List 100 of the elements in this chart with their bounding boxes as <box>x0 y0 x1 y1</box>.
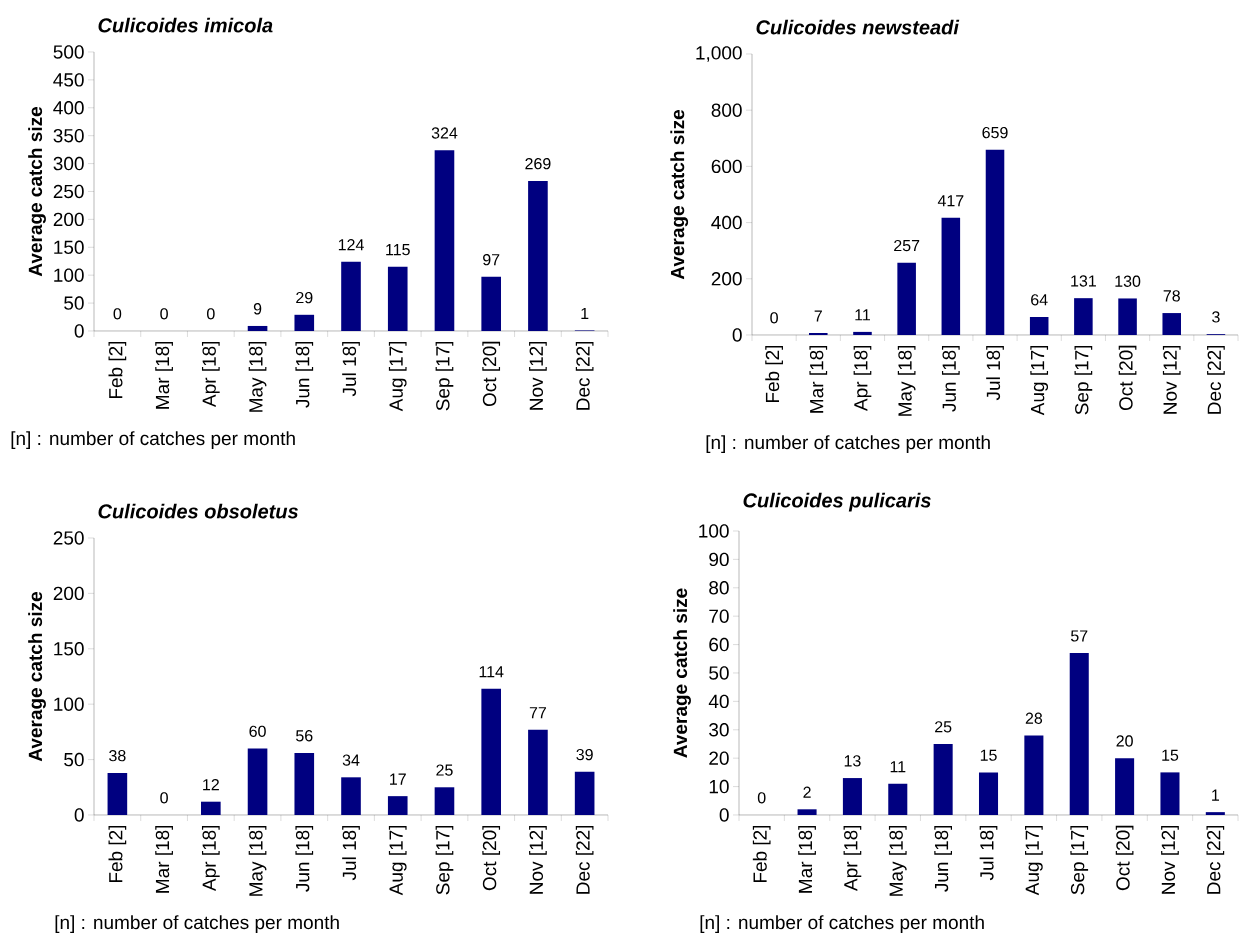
bar <box>294 314 315 331</box>
x-tick-label: Oct [20] <box>1118 345 1137 411</box>
x-tick-label: Sep [17] <box>1070 825 1089 895</box>
y-tick-label: 350 <box>53 128 84 143</box>
y-tick-label: 50 <box>64 296 84 310</box>
y-tick-label: 200 <box>53 586 84 601</box>
bar <box>1029 317 1049 335</box>
data-label: 12 <box>203 779 219 791</box>
text: [n] : number of catches per month <box>55 915 339 933</box>
y-tick-label: 100 <box>54 268 84 282</box>
x-tick-label: Dec [22] <box>575 825 594 894</box>
x-tick-label: Jun [18] <box>941 345 960 412</box>
y-axis-title: Average catch size <box>28 106 46 277</box>
data-label: 115 <box>386 244 410 256</box>
data-label: 114 <box>479 666 504 678</box>
data-label: 124 <box>338 239 364 251</box>
bar <box>985 149 1005 335</box>
bar <box>387 796 408 815</box>
data-label: 28 <box>1025 712 1043 724</box>
bar <box>387 266 408 331</box>
y-tick-label: 0 <box>719 808 729 822</box>
x-tick-label: Mar [18] <box>809 345 828 413</box>
x-tick-label: Dec [22] <box>1207 345 1225 414</box>
x-tick-label: Mar [18] <box>155 825 173 893</box>
bar <box>1205 812 1225 815</box>
bar <box>481 688 502 815</box>
x-tick-label: Aug [17] <box>388 825 407 896</box>
x-tick-label: Feb [2] <box>108 825 127 883</box>
data-label: 324 <box>431 127 458 139</box>
y-tick-label: 80 <box>709 581 729 595</box>
bar <box>888 783 908 815</box>
y-tick-label: 250 <box>53 184 84 199</box>
data-label: 0 <box>757 792 766 804</box>
bar <box>294 752 315 815</box>
x-tick-label: Apr [18] <box>843 825 862 892</box>
y-axis-title: Average catch size <box>28 591 46 762</box>
data-label: 15 <box>1162 749 1179 761</box>
text: [n] : number of catches per month <box>706 435 990 453</box>
data-label: 39 <box>576 748 593 761</box>
x-tick-label: May [18] <box>897 345 916 416</box>
x-tick-label: Jun [18] <box>295 825 314 892</box>
x-tick-label: May [18] <box>248 825 267 896</box>
x-tick-label: Nov [12] <box>529 825 547 894</box>
bar <box>1162 313 1182 335</box>
data-label: 25 <box>436 764 453 776</box>
y-tick-label: 50 <box>709 666 729 680</box>
bar <box>434 787 455 815</box>
data-label: 13 <box>844 755 861 767</box>
bar <box>341 777 361 815</box>
chart-title: Culicoides imicola <box>98 17 273 33</box>
y-axis-title: Average catch size <box>673 588 691 758</box>
bar <box>842 778 862 815</box>
x-tick-label: Feb [2] <box>752 825 771 883</box>
y-tick-label: 450 <box>53 73 84 87</box>
y-tick-label: 200 <box>711 272 742 286</box>
bar <box>201 801 221 815</box>
data-label: 56 <box>296 730 313 742</box>
x-tick-label: Sep [17] <box>435 825 454 895</box>
data-label: 7 <box>814 310 822 322</box>
x-tick-label: Dec [22] <box>1206 825 1225 894</box>
y-tick-label: 0 <box>74 324 84 338</box>
y-tick-label: 200 <box>53 212 84 227</box>
x-tick-label: Dec [22] <box>575 341 594 410</box>
y-tick-label: 500 <box>53 45 84 59</box>
x-tick-label: Mar [18] <box>155 341 173 409</box>
x-tick-label: Feb [2] <box>765 345 783 403</box>
bar <box>797 809 817 815</box>
chart-title: Culicoides pulicaris <box>743 492 931 512</box>
data-label: 38 <box>109 750 126 762</box>
y-tick-label: 1,000 <box>696 46 742 62</box>
data-label: 57 <box>1070 630 1088 642</box>
x-tick-label: Oct [20] <box>482 341 501 407</box>
x-tick-label: Nov [12] <box>1162 345 1181 414</box>
chart-title: Culicoides newsteadi <box>756 19 960 35</box>
y-tick-label: 400 <box>711 215 742 230</box>
text: [n] : number of catches per month <box>700 915 984 933</box>
bar <box>434 150 455 331</box>
y-tick-label: 70 <box>709 609 729 623</box>
data-label: 29 <box>296 291 313 304</box>
bar <box>247 748 268 815</box>
data-label: 25 <box>935 721 952 733</box>
x-tick-label: Jul 18] <box>342 825 360 881</box>
data-label: 20 <box>1116 735 1133 747</box>
data-label: 34 <box>342 754 360 766</box>
y-tick-label: 100 <box>699 524 729 538</box>
data-label: 9 <box>253 303 262 315</box>
x-tick-label: Aug [17] <box>1025 825 1043 896</box>
data-label: 1 <box>581 307 589 319</box>
bar <box>574 771 595 815</box>
x-tick-label: Sep [17] <box>1074 345 1093 415</box>
bar <box>107 772 128 815</box>
bar <box>933 743 953 815</box>
y-axis-title: Average catch size <box>670 109 689 280</box>
y-tick-label: 800 <box>711 103 742 117</box>
data-label: 64 <box>1031 294 1048 306</box>
x-tick-label: Jul 18] <box>986 345 1004 401</box>
bar <box>941 217 961 335</box>
bar <box>1024 735 1044 815</box>
data-label: 3 <box>1212 311 1220 323</box>
data-label: 11 <box>855 309 870 321</box>
